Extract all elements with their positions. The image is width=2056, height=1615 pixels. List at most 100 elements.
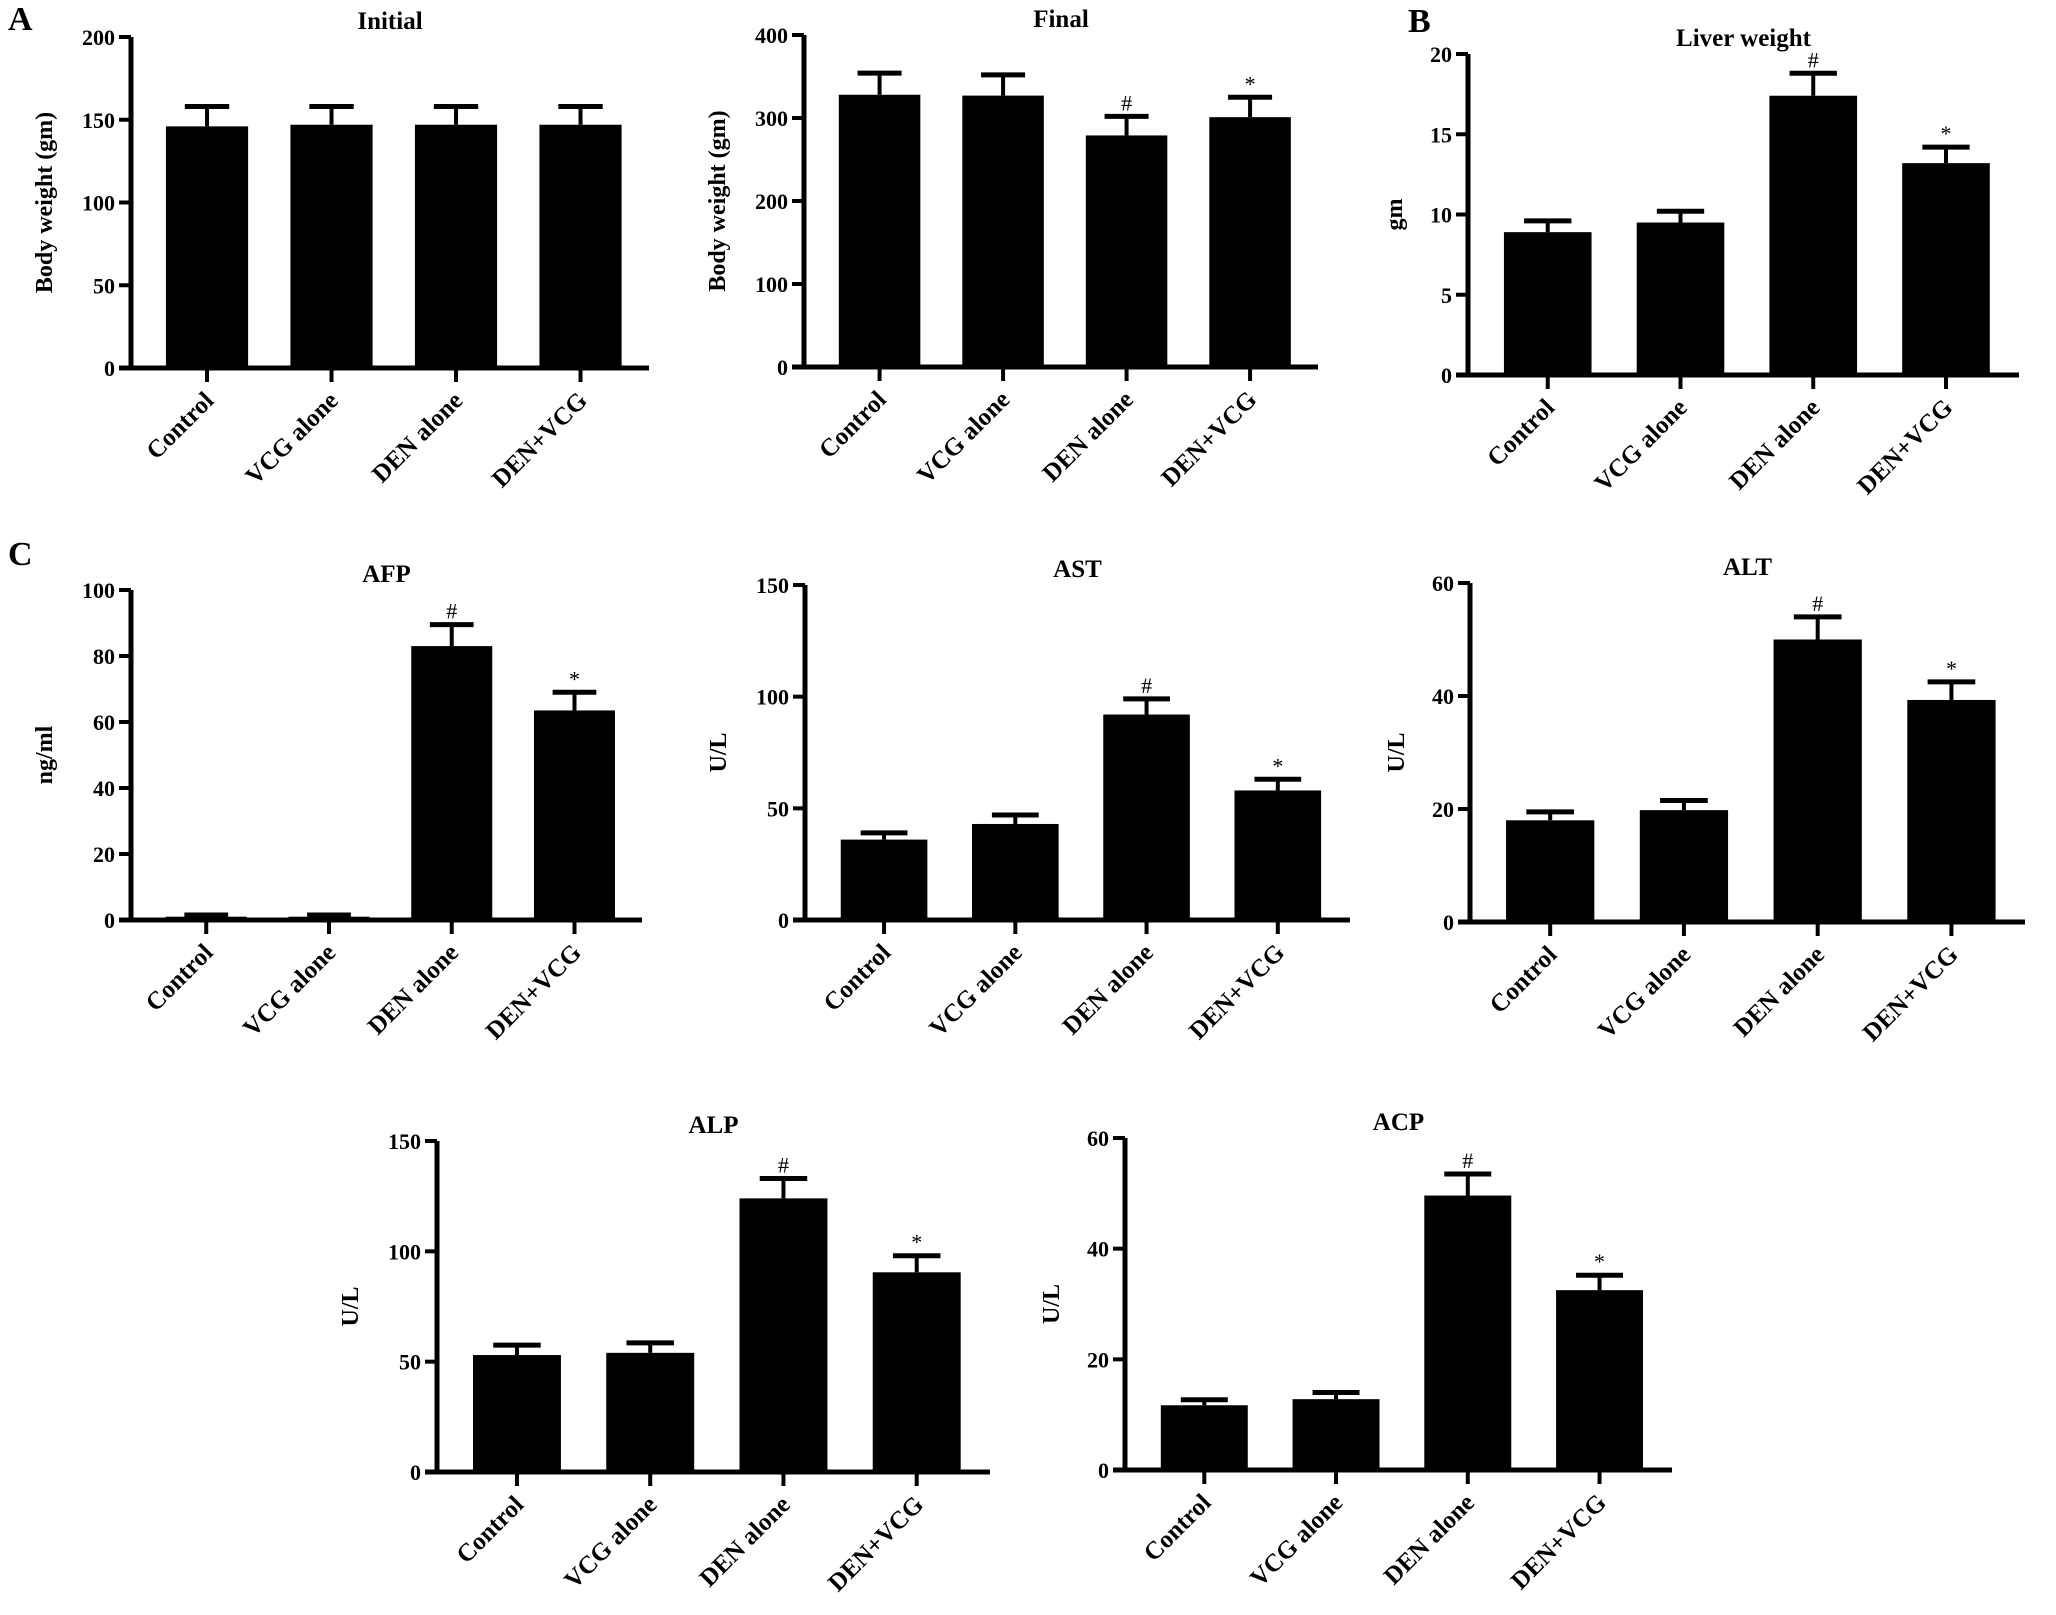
bar <box>1292 1399 1380 1470</box>
chart-title: AFP <box>362 561 411 588</box>
bar <box>1773 639 1862 922</box>
chart-ast: AST 0 50 100 150 U/L Control VCG alone # DEN alon… <box>706 556 1350 1045</box>
chart-title: Initial <box>357 8 422 35</box>
bar <box>1636 222 1725 375</box>
bar <box>1160 1405 1248 1470</box>
y-axis-label: ng/ml <box>32 725 58 784</box>
y-tick-label: 40 <box>93 776 115 801</box>
y-tick-label: 0 <box>778 908 789 933</box>
y-tick-label: 20 <box>1430 42 1452 67</box>
x-category-label: Control <box>1485 941 1563 1019</box>
x-category-label: VCG alone <box>241 387 344 490</box>
y-tick-label: 0 <box>104 908 115 933</box>
x-category-label: DEN alone <box>363 939 464 1040</box>
chart-initial: A Initial 0 50 100 150 200 Body weight (gm) Cont… <box>8 1 649 493</box>
y-tick-label: 0 <box>1441 363 1452 388</box>
y-tick-label: 100 <box>756 685 789 710</box>
significance-mark: # <box>1121 90 1132 115</box>
x-category-label: DEN alone <box>1058 939 1159 1040</box>
chart-alp: ALP 0 50 100 150 U/L Control VCG alone # DEN alon… <box>338 1112 990 1597</box>
bar <box>1556 1290 1644 1470</box>
bar <box>1424 1195 1512 1470</box>
x-category-label: DEN+VCG <box>1858 941 1964 1047</box>
y-axis-label: U/L <box>1384 732 1410 772</box>
bar <box>872 1272 961 1472</box>
y-tick-label: 0 <box>104 356 115 381</box>
significance-mark: * <box>1245 71 1256 96</box>
y-tick-label: 60 <box>1432 571 1454 596</box>
bar <box>1506 820 1595 922</box>
bar <box>1769 95 1858 375</box>
y-tick-label: 20 <box>93 842 115 867</box>
x-category-label: Control <box>819 939 897 1017</box>
y-tick-label: 150 <box>756 573 789 598</box>
chart-acp: ACP 0 20 40 60 U/L Control VCG alone # DEN alone *… <box>1039 1109 1672 1595</box>
chart-title: Liver weight <box>1676 25 1812 52</box>
x-category-label: Control <box>1139 1489 1217 1567</box>
x-category-label: DEN alone <box>1729 941 1830 1042</box>
bar <box>411 646 493 920</box>
bar <box>962 95 1044 367</box>
x-category-label: DEN+VCG <box>1157 386 1263 492</box>
x-category-label: VCG alone <box>912 386 1015 489</box>
bar <box>1234 790 1322 920</box>
significance-mark: # <box>778 1153 789 1178</box>
x-category-label: DEN alone <box>1038 386 1139 487</box>
y-tick-label: 5 <box>1441 283 1452 308</box>
bar <box>472 1355 561 1472</box>
chart-afp: C AFP 0 20 40 60 80 100 ng/ml Control VCG alone # DE… <box>8 536 642 1045</box>
y-tick-label: 60 <box>93 710 115 735</box>
x-category-label: VCG alone <box>1593 941 1696 1044</box>
bar <box>972 823 1059 920</box>
y-tick-label: 100 <box>755 272 788 297</box>
x-category-label: DEN alone <box>1724 394 1825 495</box>
x-category-label: DEN+VCG <box>487 387 593 493</box>
bar <box>539 124 622 368</box>
panel-label: C <box>8 536 33 573</box>
significance-mark: * <box>1940 121 1951 146</box>
y-axis-label: gm <box>1382 199 1408 231</box>
x-category-label: VCG alone <box>559 1491 662 1594</box>
panel-label: A <box>8 1 33 38</box>
significance-mark: * <box>1946 656 1957 681</box>
x-category-label: Control <box>452 1491 530 1569</box>
significance-mark: * <box>569 666 580 691</box>
y-tick-label: 0 <box>410 1460 421 1485</box>
y-tick-label: 0 <box>777 355 788 380</box>
bar <box>165 916 247 920</box>
significance-mark: # <box>1812 591 1823 616</box>
x-category-label: Control <box>814 386 892 464</box>
significance-mark: # <box>1808 47 1819 72</box>
y-tick-label: 15 <box>1430 122 1452 147</box>
significance-mark: # <box>1462 1148 1473 1173</box>
y-tick-label: 200 <box>755 189 788 214</box>
bar <box>739 1198 828 1472</box>
panel-label: B <box>1408 3 1431 40</box>
bar <box>1902 163 1990 375</box>
chart-alt: ALT 0 20 40 60 U/L Control VCG alone # DEN alone *… <box>1384 554 2025 1047</box>
chart-title: ALT <box>1723 554 1772 581</box>
y-tick-label: 60 <box>1087 1126 1109 1151</box>
y-tick-label: 100 <box>82 191 115 216</box>
y-axis-label: Body weight (gm) <box>32 112 58 293</box>
y-tick-label: 50 <box>767 796 789 821</box>
bar <box>1503 232 1592 375</box>
x-category-label: DEN+VCG <box>1506 1489 1612 1595</box>
y-axis-label: Body weight (gm) <box>705 110 731 291</box>
x-category-label: Control <box>1482 394 1560 472</box>
y-tick-label: 150 <box>388 1129 421 1154</box>
bar <box>165 126 249 369</box>
bar <box>606 1352 695 1472</box>
significance-mark: # <box>446 599 457 624</box>
chart-title: ACP <box>1373 1109 1424 1136</box>
bar <box>1639 810 1729 922</box>
bar <box>1907 699 1996 922</box>
y-axis-label: U/L <box>706 732 732 772</box>
bar <box>1209 117 1291 367</box>
x-category-label: DEN alone <box>1379 1489 1480 1590</box>
significance-mark: * <box>911 1230 922 1255</box>
y-axis-label: U/L <box>1039 1284 1065 1324</box>
significance-mark: * <box>1594 1249 1605 1274</box>
bar <box>1085 135 1168 367</box>
